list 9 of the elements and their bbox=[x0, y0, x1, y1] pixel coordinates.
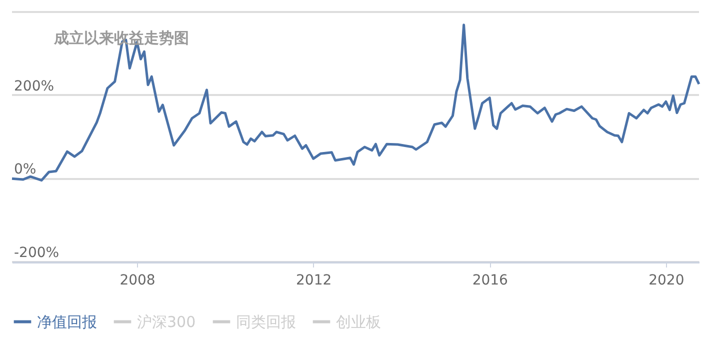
legend-label: 净值回报 bbox=[37, 312, 97, 331]
y-tick-label: 0% bbox=[14, 162, 36, 178]
x-tick-label: 2016 bbox=[472, 272, 508, 288]
y-tick-label: -200% bbox=[14, 245, 60, 261]
y-tick-label: 200% bbox=[14, 78, 54, 94]
x-tick-label: 2012 bbox=[296, 272, 332, 288]
x-tick-label: 2008 bbox=[120, 272, 156, 288]
x-tick-label: 2020 bbox=[648, 272, 684, 288]
text: 成立以来收益走势图 bbox=[53, 29, 189, 47]
